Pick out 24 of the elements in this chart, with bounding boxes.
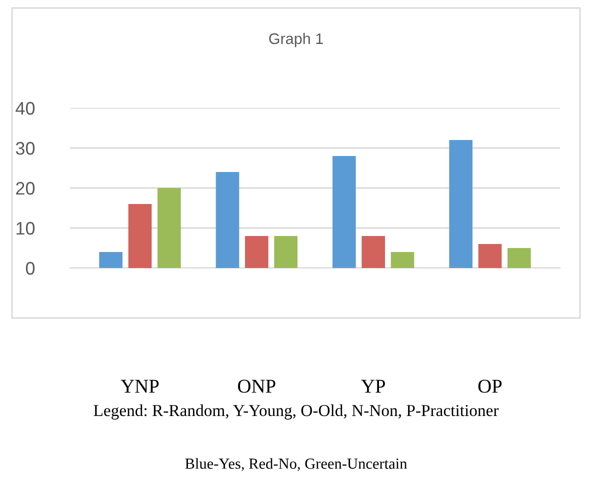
text: Blue-Yes, Red-No, Green-Uncertain bbox=[185, 458, 407, 472]
chart-title: Graph 1 bbox=[269, 32, 323, 48]
x-tick-label: ONP bbox=[238, 380, 276, 393]
y-tick-label: 40 bbox=[16, 102, 35, 115]
y-tick-label: 10 bbox=[16, 222, 35, 235]
bar bbox=[332, 156, 356, 268]
x-tick-label: OP bbox=[478, 380, 502, 393]
text: Legend: R-Random, Y-Young, O-Old, N-Non, P-Practitioner bbox=[94, 404, 499, 420]
bar bbox=[216, 172, 240, 268]
y-tick-label: 20 bbox=[16, 182, 35, 195]
y-tick-label: 30 bbox=[16, 142, 35, 155]
bar bbox=[99, 252, 122, 268]
y-tick-label: 0 bbox=[26, 262, 35, 275]
bar bbox=[128, 204, 152, 268]
x-tick-label: YNP bbox=[120, 380, 159, 393]
bar bbox=[274, 236, 298, 268]
bar bbox=[390, 252, 414, 268]
bar bbox=[508, 248, 531, 268]
bar bbox=[362, 236, 385, 268]
x-tick-label: YP bbox=[361, 380, 385, 393]
bar bbox=[158, 188, 181, 268]
bar bbox=[478, 244, 502, 268]
bar bbox=[449, 140, 472, 268]
bar bbox=[245, 236, 268, 268]
